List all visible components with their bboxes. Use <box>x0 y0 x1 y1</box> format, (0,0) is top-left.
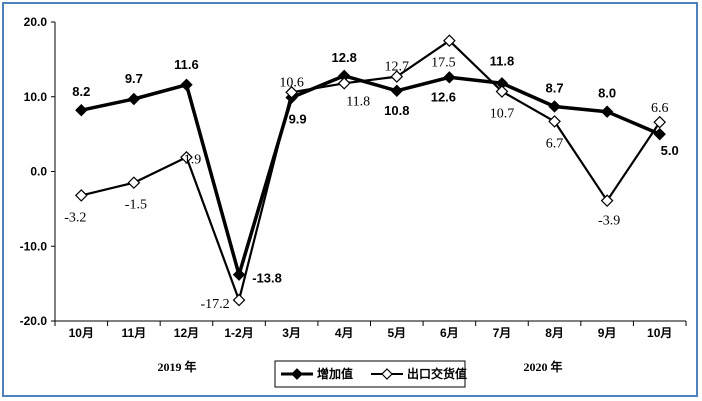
data-label-export: 10.6 <box>279 75 304 90</box>
y-tick-label: -20.0 <box>20 314 48 328</box>
data-point-filled <box>180 78 193 91</box>
data-label-value-added: 8.2 <box>72 84 90 99</box>
x-tick-label: 10月 <box>69 326 94 340</box>
series-markers <box>74 34 667 307</box>
series-line <box>80 74 661 277</box>
x-tick-label: 10月 <box>647 326 672 340</box>
data-point-hollow <box>443 34 456 48</box>
legend-marker-filled <box>291 368 303 380</box>
data-point-hollow <box>548 115 561 128</box>
data-label-export: 12.7 <box>385 60 410 75</box>
data-label-export: 11.8 <box>346 94 370 109</box>
data-point-filled <box>653 127 666 141</box>
data-point-hollow <box>127 176 141 190</box>
x-tick-label: 12月 <box>174 326 199 340</box>
data-label-export: 6.6 <box>651 101 669 116</box>
data-label-export: -3.2 <box>64 210 86 225</box>
year-label: 2019 年 <box>157 359 196 374</box>
data-label-value-added: 8.0 <box>598 86 616 101</box>
year-label: 2020 年 <box>523 359 562 374</box>
chart-frame <box>2 2 698 397</box>
series-lines <box>80 39 661 302</box>
legend: 增加值 出口交货值 <box>274 360 467 388</box>
data-point-hollow <box>390 70 404 83</box>
data-label-export: 17.5 <box>431 56 456 71</box>
x-tick-label: 9月 <box>598 326 617 340</box>
data-label-export: 10.7 <box>490 107 515 122</box>
axes <box>51 21 687 326</box>
data-point-filled <box>232 268 246 281</box>
data-label-export: -1.5 <box>125 198 147 213</box>
x-tick-label: 3月 <box>282 326 301 340</box>
data-label-value-added: 11.6 <box>174 57 199 72</box>
data-label-value-added: 9.9 <box>289 111 307 126</box>
data-point-hollow <box>600 194 614 208</box>
data-point-hollow <box>232 293 246 307</box>
data-point-hollow <box>653 115 667 129</box>
data-point-filled <box>127 92 141 106</box>
x-tick-label: 11月 <box>122 326 147 340</box>
legend-label: 出口交货值 <box>407 366 467 381</box>
legend-label: 增加值 <box>317 366 353 381</box>
x-tick-label: 1-2月 <box>224 326 253 340</box>
y-tick-label: 0.0 <box>30 165 47 179</box>
y-tick-label: 10.0 <box>24 90 48 104</box>
year-labels: 2019 年 2020 年 <box>157 359 562 374</box>
data-point-filled <box>548 100 561 113</box>
data-label-value-added: 5.0 <box>661 143 679 158</box>
data-point-filled <box>443 71 456 84</box>
data-label-value-added: -13.8 <box>252 271 282 286</box>
data-point-hollow <box>337 76 351 90</box>
data-label-value-added: 11.8 <box>490 53 515 68</box>
y-tick-label: -10.0 <box>20 239 48 253</box>
legend-marker-hollow <box>381 368 393 380</box>
data-label-export: 6.7 <box>546 136 564 151</box>
data-point-hollow <box>180 150 193 164</box>
x-tick-label: 5月 <box>387 326 406 340</box>
data-label-export: 1.9 <box>184 152 202 167</box>
tick-labels: 20.0 10.0 0.0 -10.0 -20.0 10月 11月 12月 1-2月 3月 4月 5月… <box>20 15 673 340</box>
series-line <box>81 39 661 302</box>
data-point-filled <box>390 84 403 97</box>
x-tick-label: 8月 <box>545 326 564 340</box>
data-label-export: -17.2 <box>200 297 229 312</box>
data-label-value-added: 10.8 <box>384 103 409 118</box>
data-point-hollow <box>74 189 88 202</box>
data-point-hollow <box>285 85 298 99</box>
x-tick-label: 7月 <box>493 326 512 340</box>
data-label-value-added: 12.8 <box>332 50 357 65</box>
y-tick-label: 20.0 <box>24 15 48 29</box>
data-label-value-added: 9.7 <box>125 71 143 86</box>
data-point-filled <box>75 103 88 117</box>
x-tick-label: 4月 <box>335 326 354 340</box>
data-point-hollow <box>495 85 509 98</box>
data-point-filled <box>600 105 614 118</box>
data-label-value-added: 12.6 <box>431 89 456 104</box>
data-label-export: -3.9 <box>598 214 620 229</box>
x-tick-label: 6月 <box>440 326 459 340</box>
data-labels: 8.2 9.7 11.6 -13.8 9.9 12.8 10.8 12.6 11.8 8.7 8.0… <box>64 50 679 312</box>
data-label-value-added: 8.7 <box>546 80 564 95</box>
